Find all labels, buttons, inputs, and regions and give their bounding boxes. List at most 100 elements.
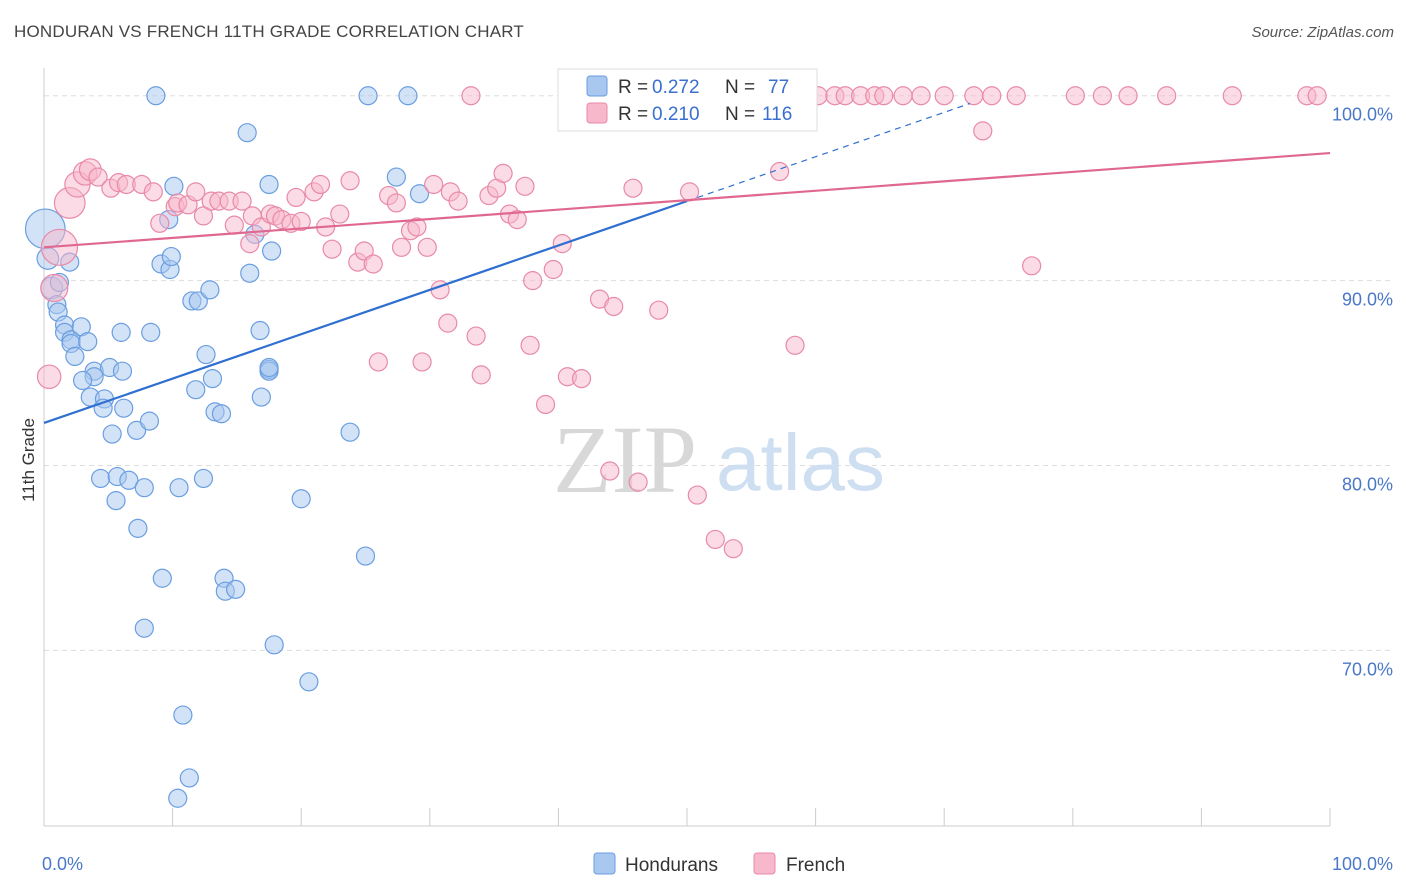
french-point (1092, 86, 1112, 106)
french-point (368, 352, 388, 372)
french-point (407, 217, 427, 237)
french-point (391, 237, 412, 257)
french-point (412, 352, 432, 372)
hondurans-point (102, 424, 122, 444)
hondurans-point (226, 579, 246, 599)
hondurans-point (179, 768, 199, 788)
french-point (386, 193, 406, 213)
french-point (973, 121, 993, 141)
french-point (1222, 86, 1242, 106)
french-point (424, 174, 444, 195)
french-point (417, 237, 437, 257)
hondurans-point (202, 368, 223, 389)
french-point (600, 461, 620, 481)
hondurans-point (141, 322, 161, 342)
hondurans-point (134, 478, 154, 498)
hondurans-point (398, 86, 418, 106)
french-point (493, 163, 513, 183)
french-point (224, 215, 244, 235)
hondurans-point (152, 568, 172, 588)
french-point (543, 259, 563, 280)
french-point (623, 178, 643, 198)
french-point (36, 364, 62, 390)
legend-r-label-french: R = (618, 104, 648, 125)
hondurans-point (146, 86, 166, 106)
french-point (330, 204, 350, 224)
french-point (679, 182, 700, 202)
french-point (1022, 256, 1042, 276)
y-tick-label: 90.0% (1342, 290, 1393, 310)
y-tick-label: 70.0% (1342, 659, 1393, 679)
french-point (964, 86, 984, 106)
hondurans-point (211, 404, 232, 424)
y-tick-labels: 70.0% 80.0% 90.0% 100.0% (1332, 105, 1393, 680)
legend-swatch-french (586, 102, 608, 124)
french-point (150, 213, 170, 233)
hondurans-point (78, 332, 98, 352)
hondurans-point (186, 380, 206, 400)
hondurans-point (386, 167, 406, 187)
french-point (507, 210, 527, 230)
hondurans-trend-line (43, 200, 688, 425)
hondurans-point (72, 370, 93, 391)
french-point (438, 313, 458, 333)
french-point (705, 529, 725, 550)
bottom-legend-label-hondurans: Hondurans (625, 855, 718, 876)
french-point (193, 206, 214, 226)
french-point (40, 273, 69, 303)
hondurans-point (111, 322, 131, 342)
hondurans-point (409, 184, 430, 204)
french-points (36, 86, 1327, 559)
french-point (893, 86, 913, 106)
bottom-legend-swatch-hondurans (593, 852, 616, 875)
french-point (363, 254, 383, 274)
hondurans-point (237, 123, 257, 143)
hondurans-point (128, 518, 148, 538)
hondurans-point (119, 470, 139, 490)
hondurans-point (259, 174, 279, 195)
hondurans-point (291, 489, 311, 509)
french-point (143, 182, 163, 202)
french-point (461, 86, 481, 106)
hondurans-point (164, 176, 184, 196)
hondurans-point (200, 280, 220, 300)
bottom-legend: Hondurans French (593, 852, 845, 876)
french-point (604, 296, 624, 317)
watermark-zip: ZIP (553, 406, 697, 513)
french-point (874, 86, 894, 106)
french-point (785, 335, 805, 355)
french-point (1157, 86, 1177, 106)
y-axis-label: 11th Grade (19, 418, 38, 502)
hondurans-point (90, 468, 111, 489)
hondurans-point (161, 246, 181, 267)
trend-lines (43, 102, 1331, 425)
french-point (340, 171, 360, 191)
hondurans-point (262, 241, 282, 261)
french-point (466, 326, 486, 346)
french-point (448, 191, 468, 211)
hondurans-trend-extension (686, 102, 971, 202)
hondurans-point (251, 387, 271, 407)
hondurans-point (134, 618, 154, 638)
french-point (286, 187, 306, 208)
french-point (934, 86, 954, 106)
french-trend-line (43, 151, 1331, 249)
hondurans-point (193, 468, 214, 489)
french-point (88, 167, 108, 187)
bottom-legend-label-french: French (786, 855, 845, 876)
y-tick-label: 80.0% (1342, 474, 1393, 494)
x-ticks (43, 808, 1331, 826)
hondurans-point (173, 705, 193, 725)
french-point (40, 228, 79, 266)
legend-n-label-french: N = (725, 104, 755, 125)
french-point (310, 174, 331, 195)
legend-n-label-hondurans: N = (725, 77, 755, 98)
chart-title: HONDURAN VS FRENCH 11TH GRADE CORRELATIO… (14, 22, 525, 41)
hondurans-point (358, 86, 378, 106)
hondurans-point (196, 344, 216, 365)
source-label: Source: ZipAtlas.com (1251, 24, 1394, 41)
french-point (911, 86, 931, 106)
hondurans-point (355, 546, 376, 566)
legend-r-value-hondurans: 0.272 (652, 77, 700, 98)
